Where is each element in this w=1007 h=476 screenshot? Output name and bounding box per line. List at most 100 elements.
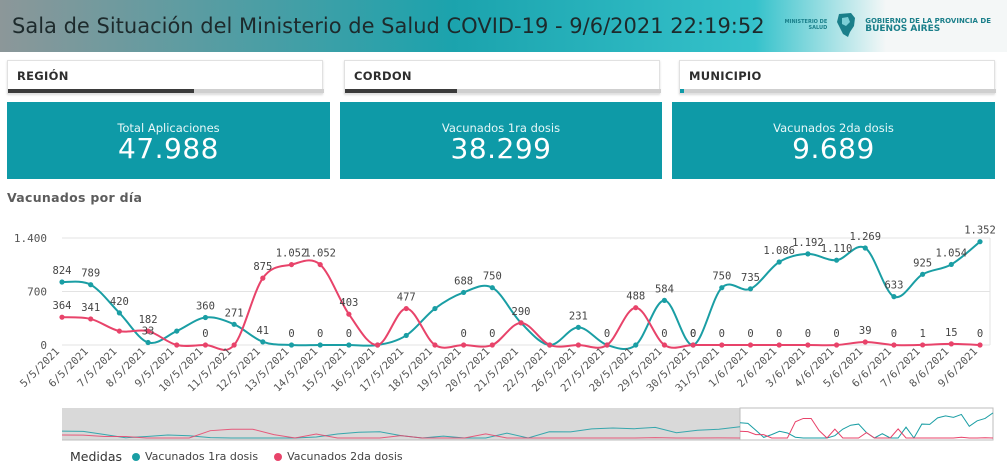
province-map-icon — [837, 13, 856, 37]
series-primera-dosis-data-label: 0 — [346, 328, 352, 340]
legend-dot-segunda — [274, 452, 283, 461]
series-primera-dosis-point — [862, 245, 868, 251]
chart-title: Vacunados por día — [7, 190, 143, 205]
chart-legend: Medidas Vacunados 1ra dosis Vacunados 2d… — [70, 449, 413, 464]
series-segunda-dosis-data-label: 0 — [891, 328, 897, 340]
legend-label-segunda: Vacunados 2da dosis — [287, 450, 403, 463]
series-primera-dosis-data-label: 735 — [741, 272, 760, 284]
ministry-logo: MINISTERIO DE SALUD GOBIERNO DE LA PROVI… — [783, 12, 991, 38]
kpi-total-aplicaciones: Total Aplicaciones 47.988 — [7, 102, 330, 179]
series-primera-dosis-data-label: 0 — [690, 328, 696, 340]
slicer-region-label: REGIÓN — [17, 69, 69, 83]
slicer-municipio[interactable]: MUNICIPIO — [679, 60, 996, 94]
series-primera-dosis-data-label: 789 — [81, 268, 100, 280]
slicer-municipio-scroll-thumb[interactable] — [680, 89, 684, 93]
series-segunda-dosis-data-label: 0 — [747, 328, 753, 340]
legend-item-primera[interactable]: Vacunados 1ra dosis — [132, 450, 258, 463]
series-segunda-dosis-point — [88, 316, 94, 322]
legend-item-segunda[interactable]: Vacunados 2da dosis — [274, 450, 403, 463]
series-segunda-dosis-point — [116, 328, 122, 334]
series-primera-dosis-point — [288, 342, 295, 348]
series-segunda-dosis-data-label: 1 — [919, 328, 925, 340]
brush-selected-window — [739, 407, 994, 441]
slicer-region-scroll-thumb[interactable] — [8, 89, 194, 93]
series-segunda-dosis-data-label: 0 — [690, 328, 696, 340]
series-segunda-dosis-data-label: 0 — [202, 328, 208, 340]
series-primera-dosis-point — [805, 251, 811, 257]
series-primera-dosis-line — [61, 240, 981, 351]
series-primera-dosis-data-label: 420 — [110, 296, 129, 308]
series-segunda-dosis-brush-line — [739, 417, 994, 439]
series-primera-dosis-data-label: 1.086 — [763, 245, 795, 257]
series-primera-dosis-data-label: 360 — [196, 300, 215, 312]
series-primera-dosis-point — [461, 289, 467, 296]
slicer-municipio-label: MUNICIPIO — [689, 69, 762, 83]
slicer-cordon-scroll-thumb[interactable] — [345, 89, 457, 93]
slicer-cordon-label: CORDON — [354, 69, 412, 83]
series-segunda-dosis-point — [690, 342, 696, 348]
kpi-segunda-dosis: Vacunados 2da dosis 9.689 — [672, 102, 995, 179]
series-primera-dosis-point — [489, 285, 495, 291]
series-primera-dosis-data-label: 1.192 — [792, 237, 824, 249]
series-segunda-dosis-point — [403, 305, 409, 312]
series-primera-dosis-point — [317, 342, 323, 348]
legend-dot-primera — [132, 452, 140, 461]
legend-label-primera: Vacunados 1ra dosis — [145, 450, 259, 463]
series-segunda-dosis-point — [719, 342, 725, 348]
slicer-cordon-scroll-track[interactable] — [345, 89, 661, 93]
series-segunda-dosis-point — [145, 328, 151, 334]
kpi-total-value: 47.988 — [118, 132, 219, 165]
series-segunda-dosis-point — [346, 311, 352, 317]
series-primera-dosis-point — [116, 310, 122, 316]
series-segunda-dosis-data-label: 0 — [489, 328, 495, 340]
series-primera-dosis-data-label: 750 — [712, 271, 731, 283]
series-segunda-dosis-point — [518, 320, 524, 326]
series-segunda-dosis-point — [977, 342, 983, 348]
series-primera-dosis-point — [920, 271, 926, 277]
kpi-segunda-label: Vacunados 2da dosis — [773, 121, 894, 135]
series-segunda-dosis-data-label: 0 — [661, 328, 667, 340]
series-segunda-dosis-data-label: 182 — [139, 314, 158, 326]
kpi-primera-dosis: Vacunados 1ra dosis 38.299 — [340, 102, 662, 179]
series-segunda-dosis-point — [432, 342, 438, 348]
y-tick-label: 700 — [27, 286, 47, 299]
slicer-region[interactable]: REGIÓN — [7, 60, 324, 94]
slicer-municipio-scroll-track[interactable] — [680, 89, 996, 93]
series-primera-dosis-data-label: 1.110 — [821, 243, 853, 255]
series-segunda-dosis-point — [231, 342, 237, 348]
series-primera-dosis-point — [432, 305, 438, 312]
kpi-total-label: Total Aplicaciones — [117, 121, 220, 135]
series-primera-dosis-data-label: 584 — [655, 283, 674, 295]
series-primera-dosis-point — [403, 332, 409, 339]
page-title: Sala de Situación del Ministerio de Salu… — [12, 14, 765, 38]
series-primera-dosis-data-label: 1.269 — [849, 231, 881, 243]
series-primera-dosis-point — [575, 324, 581, 330]
series-segunda-dosis-data-label: 0 — [833, 328, 839, 340]
logo-left-text: MINISTERIO DE SALUD — [784, 19, 828, 31]
y-tick-label: 1.400 — [14, 232, 47, 245]
series-segunda-dosis-point — [575, 342, 581, 348]
brush-handle[interactable] — [738, 408, 742, 440]
series-primera-dosis-data-label: 925 — [913, 257, 932, 269]
series-segunda-dosis-point — [891, 342, 897, 348]
header-bar: Sala de Situación del Ministerio de Salu… — [0, 0, 1007, 52]
series-segunda-dosis-point — [776, 342, 782, 348]
logo-right-big: BUENOS AIRES — [865, 24, 941, 34]
series-segunda-dosis-point — [202, 342, 209, 348]
legend-title: Medidas — [70, 449, 122, 464]
series-primera-dosis-point — [88, 282, 94, 288]
series-segunda-dosis-data-label: 0 — [460, 328, 466, 340]
series-segunda-dosis-point — [833, 342, 840, 348]
series-primera-dosis-data-label: 824 — [53, 265, 72, 277]
series-segunda-dosis-point — [805, 342, 811, 348]
series-primera-dosis-point — [633, 342, 639, 348]
series-primera-dosis-point — [346, 342, 352, 348]
series-primera-dosis-data-label: 688 — [454, 275, 473, 287]
logo-right-text: GOBIERNO DE LA PROVINCIA DE BUENOS AIRES — [865, 17, 991, 34]
series-primera-dosis-data-label: 0 — [288, 328, 294, 340]
slicer-cordon[interactable]: CORDON — [344, 60, 661, 94]
series-segunda-dosis-data-label: 1.052 — [304, 248, 336, 260]
series-segunda-dosis-point — [174, 342, 180, 348]
series-segunda-dosis-point — [747, 342, 754, 348]
